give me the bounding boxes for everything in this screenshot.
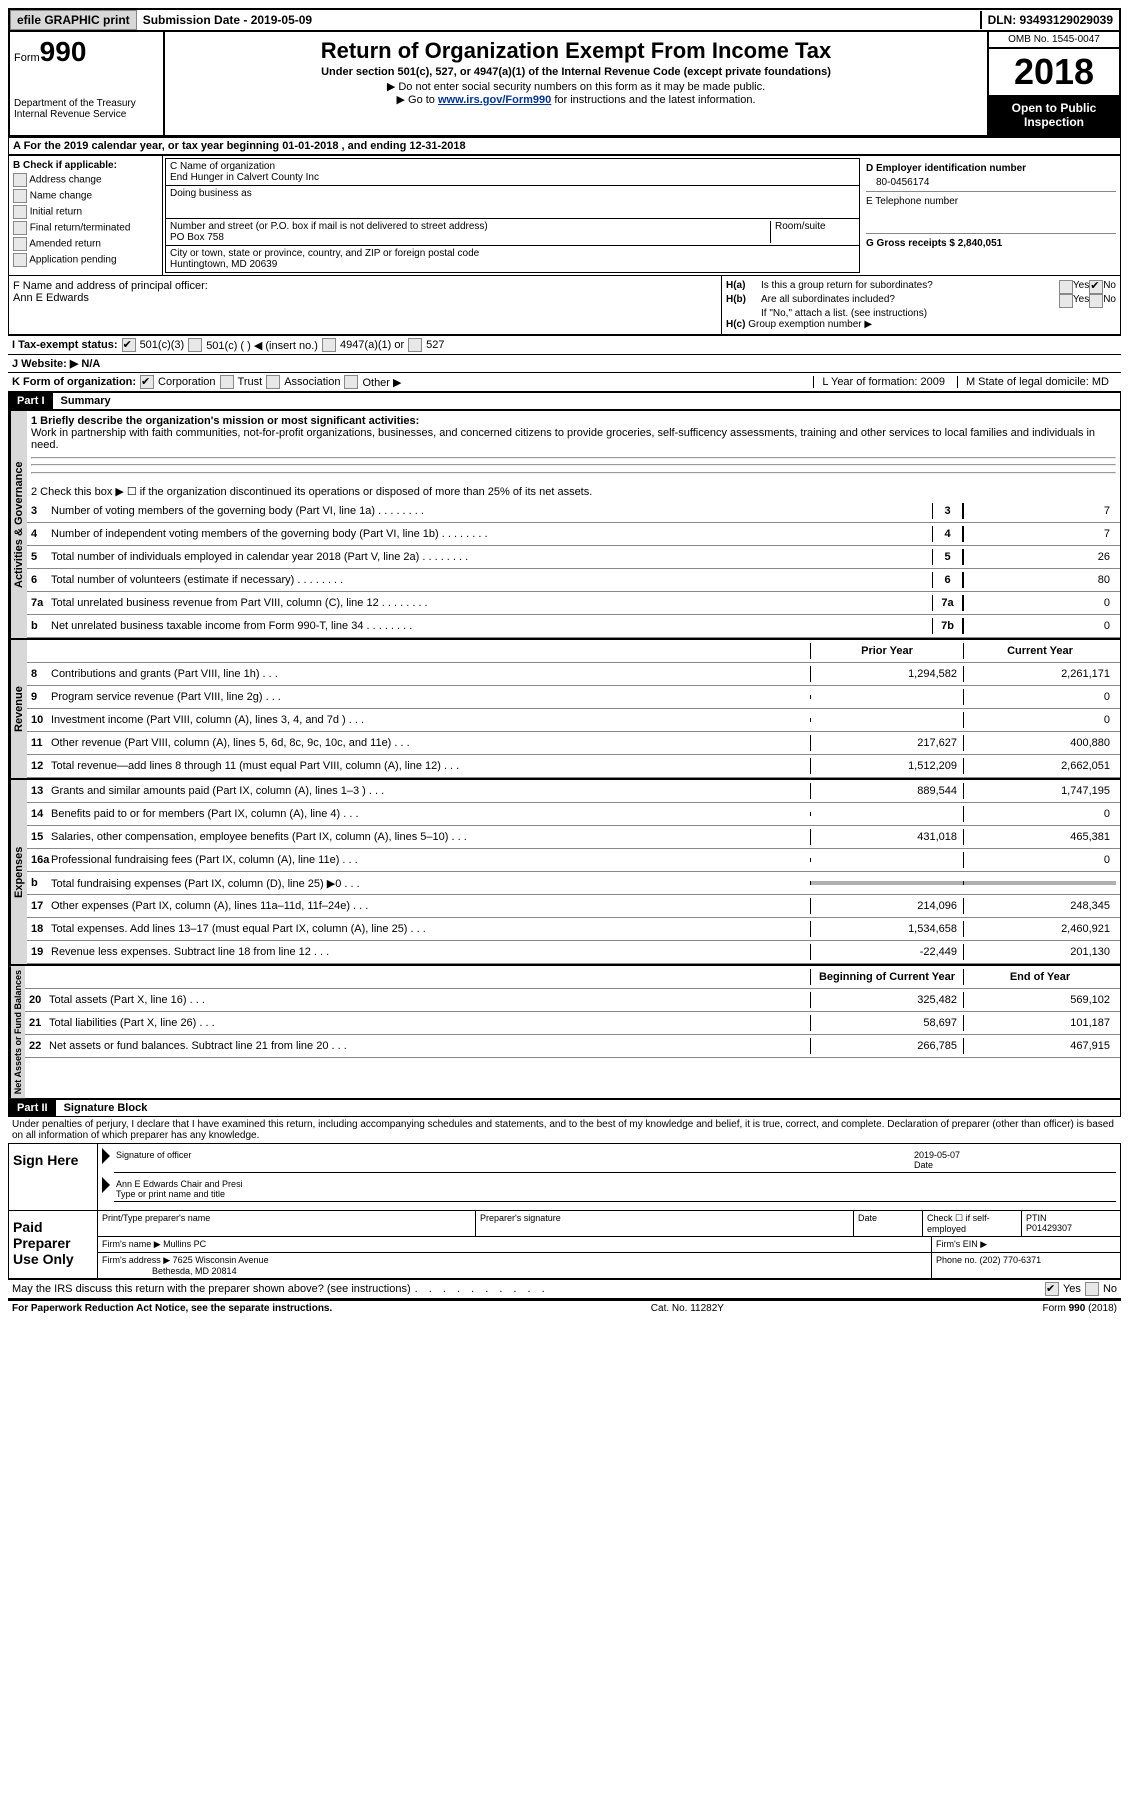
ein: 80-0456174 bbox=[866, 177, 1116, 188]
summary-row: 8Contributions and grants (Part VIII, li… bbox=[27, 663, 1120, 686]
4947-checkbox[interactable] bbox=[322, 338, 336, 352]
application-pending-checkbox[interactable] bbox=[13, 253, 27, 267]
summary-row: 13Grants and similar amounts paid (Part … bbox=[27, 780, 1120, 803]
discuss-text: May the IRS discuss this return with the… bbox=[12, 1283, 411, 1295]
summary-row: 12Total revenue—add lines 8 through 11 (… bbox=[27, 755, 1120, 778]
name-change-checkbox[interactable] bbox=[13, 189, 27, 203]
discuss-yes-checkbox[interactable] bbox=[1045, 1282, 1059, 1296]
summary-row: 4Number of independent voting members of… bbox=[27, 523, 1120, 546]
dept-irs: Internal Revenue Service bbox=[14, 109, 159, 120]
mission-text: Work in partnership with faith communiti… bbox=[31, 427, 1116, 451]
assoc-checkbox[interactable] bbox=[266, 375, 280, 389]
penalties-text: Under penalties of perjury, I declare th… bbox=[8, 1117, 1121, 1143]
revenue-label: Revenue bbox=[9, 640, 27, 778]
officer-name: Ann E Edwards bbox=[13, 292, 717, 304]
open-public: Open to Public Inspection bbox=[989, 95, 1119, 135]
box-i: I Tax-exempt status: 501(c)(3) 501(c) ( … bbox=[8, 335, 1121, 354]
501c3-checkbox[interactable] bbox=[122, 338, 136, 352]
501c-checkbox[interactable] bbox=[188, 338, 202, 352]
summary-row: 7aTotal unrelated business revenue from … bbox=[27, 592, 1120, 615]
other-checkbox[interactable] bbox=[344, 375, 358, 389]
dln: DLN: 93493129029039 bbox=[982, 11, 1119, 29]
summary-row: bNet unrelated business taxable income f… bbox=[27, 615, 1120, 638]
summary-row: 16aProfessional fundraising fees (Part I… bbox=[27, 849, 1120, 872]
summary-row: 18Total expenses. Add lines 13–17 (must … bbox=[27, 918, 1120, 941]
org-street: PO Box 758 bbox=[170, 232, 770, 243]
summary-row: 9Program service revenue (Part VIII, lin… bbox=[27, 686, 1120, 709]
form-number: 990 bbox=[40, 36, 87, 67]
section-a-period: A For the 2019 calendar year, or tax yea… bbox=[8, 137, 1121, 155]
goto-note: ▶ Go to www.irs.gov/Form990 for instruct… bbox=[173, 93, 979, 106]
initial-return-checkbox[interactable] bbox=[13, 205, 27, 219]
firm-name: Mullins PC bbox=[163, 1239, 206, 1249]
amended-return-checkbox[interactable] bbox=[13, 237, 27, 251]
527-checkbox[interactable] bbox=[408, 338, 422, 352]
box-f-label: F Name and address of principal officer: bbox=[13, 280, 717, 292]
paid-preparer-label: Paid Preparer Use Only bbox=[9, 1211, 98, 1278]
subtitle: Under section 501(c), 527, or 4947(a)(1)… bbox=[173, 66, 979, 78]
ha-yes-checkbox[interactable] bbox=[1059, 280, 1073, 294]
part2-header: Part II Signature Block bbox=[8, 1099, 1121, 1117]
part1-header: Part I Summary bbox=[8, 392, 1121, 410]
firm-addr2: Bethesda, MD 20814 bbox=[152, 1266, 237, 1276]
box-k: K Form of organization: bbox=[12, 376, 136, 388]
summary-row: 6Total number of volunteers (estimate if… bbox=[27, 569, 1120, 592]
org-city: Huntingtown, MD 20639 bbox=[170, 259, 855, 270]
box-m-state: M State of legal domicile: MD bbox=[957, 376, 1117, 388]
box-c: C Name of organizationEnd Hunger in Calv… bbox=[165, 158, 860, 273]
summary-row: 15Salaries, other compensation, employee… bbox=[27, 826, 1120, 849]
irs-link[interactable]: www.irs.gov/Form990 bbox=[438, 94, 551, 106]
summary-row: 11Other revenue (Part VIII, column (A), … bbox=[27, 732, 1120, 755]
governance-label: Activities & Governance bbox=[9, 411, 27, 638]
final-return-checkbox[interactable] bbox=[13, 221, 27, 235]
gross-receipts: G Gross receipts $ 2,840,051 bbox=[866, 238, 1002, 249]
sig-date: 2019-05-07Date bbox=[914, 1150, 1114, 1170]
dept-treasury: Department of the Treasury bbox=[14, 98, 159, 109]
ssn-note: ▶ Do not enter social security numbers o… bbox=[173, 80, 979, 93]
sign-here-label: Sign Here bbox=[9, 1144, 98, 1210]
box-b: B Check if applicable: Address change Na… bbox=[9, 156, 163, 275]
sig-arrow-icon bbox=[102, 1177, 110, 1193]
efile-print-button[interactable]: efile GRAPHIC print bbox=[10, 10, 137, 30]
summary-row: 20Total assets (Part X, line 16) . . .32… bbox=[25, 989, 1120, 1012]
summary-row: 3Number of voting members of the governi… bbox=[27, 500, 1120, 523]
hb-no-checkbox[interactable] bbox=[1089, 294, 1103, 308]
summary-row: 14Benefits paid to or for members (Part … bbox=[27, 803, 1120, 826]
footer: For Paperwork Reduction Act Notice, see … bbox=[8, 1299, 1121, 1316]
box-l-year: L Year of formation: 2009 bbox=[813, 376, 953, 388]
phone: Phone no. (202) 770-6371 bbox=[932, 1253, 1120, 1278]
omb-number: OMB No. 1545-0047 bbox=[989, 32, 1119, 49]
summary-row: 10Investment income (Part VIII, column (… bbox=[27, 709, 1120, 732]
ha-no-checkbox[interactable] bbox=[1089, 280, 1103, 294]
summary-row: 22Net assets or fund balances. Subtract … bbox=[25, 1035, 1120, 1058]
org-name: End Hunger in Calvert County Inc bbox=[170, 172, 855, 183]
corp-checkbox[interactable] bbox=[140, 375, 154, 389]
summary-row: 17Other expenses (Part IX, column (A), l… bbox=[27, 895, 1120, 918]
top-bar: efile GRAPHIC print Submission Date - 20… bbox=[8, 8, 1121, 32]
line2-discontinue: 2 Check this box ▶ ☐ if the organization… bbox=[27, 483, 1120, 500]
signer-name: Ann E Edwards Chair and Presi bbox=[116, 1179, 243, 1189]
summary-row: 5Total number of individuals employed in… bbox=[27, 546, 1120, 569]
right-info: D Employer identification number 80-0456… bbox=[862, 156, 1120, 275]
main-title: Return of Organization Exempt From Incom… bbox=[173, 38, 979, 64]
form-header: Form990 Department of the Treasury Inter… bbox=[8, 32, 1121, 137]
ptin: P01429307 bbox=[1026, 1223, 1072, 1233]
expenses-label: Expenses bbox=[9, 780, 27, 964]
discuss-no-checkbox[interactable] bbox=[1085, 1282, 1099, 1296]
form-label: Form bbox=[14, 52, 40, 64]
summary-row: bTotal fundraising expenses (Part IX, co… bbox=[27, 872, 1120, 895]
summary-row: 19Revenue less expenses. Subtract line 1… bbox=[27, 941, 1120, 964]
net-assets-label: Net Assets or Fund Balances bbox=[9, 966, 25, 1098]
tax-year: 2018 bbox=[989, 49, 1119, 95]
sig-arrow-icon bbox=[102, 1148, 110, 1164]
hb-yes-checkbox[interactable] bbox=[1059, 294, 1073, 308]
summary-row: 21Total liabilities (Part X, line 26) . … bbox=[25, 1012, 1120, 1035]
submission-date: Submission Date - 2019-05-09 bbox=[137, 11, 982, 29]
address-change-checkbox[interactable] bbox=[13, 173, 27, 187]
box-j-website: J Website: ▶ N/A bbox=[8, 354, 1121, 372]
firm-addr1: 7625 Wisconsin Avenue bbox=[173, 1255, 269, 1265]
trust-checkbox[interactable] bbox=[220, 375, 234, 389]
